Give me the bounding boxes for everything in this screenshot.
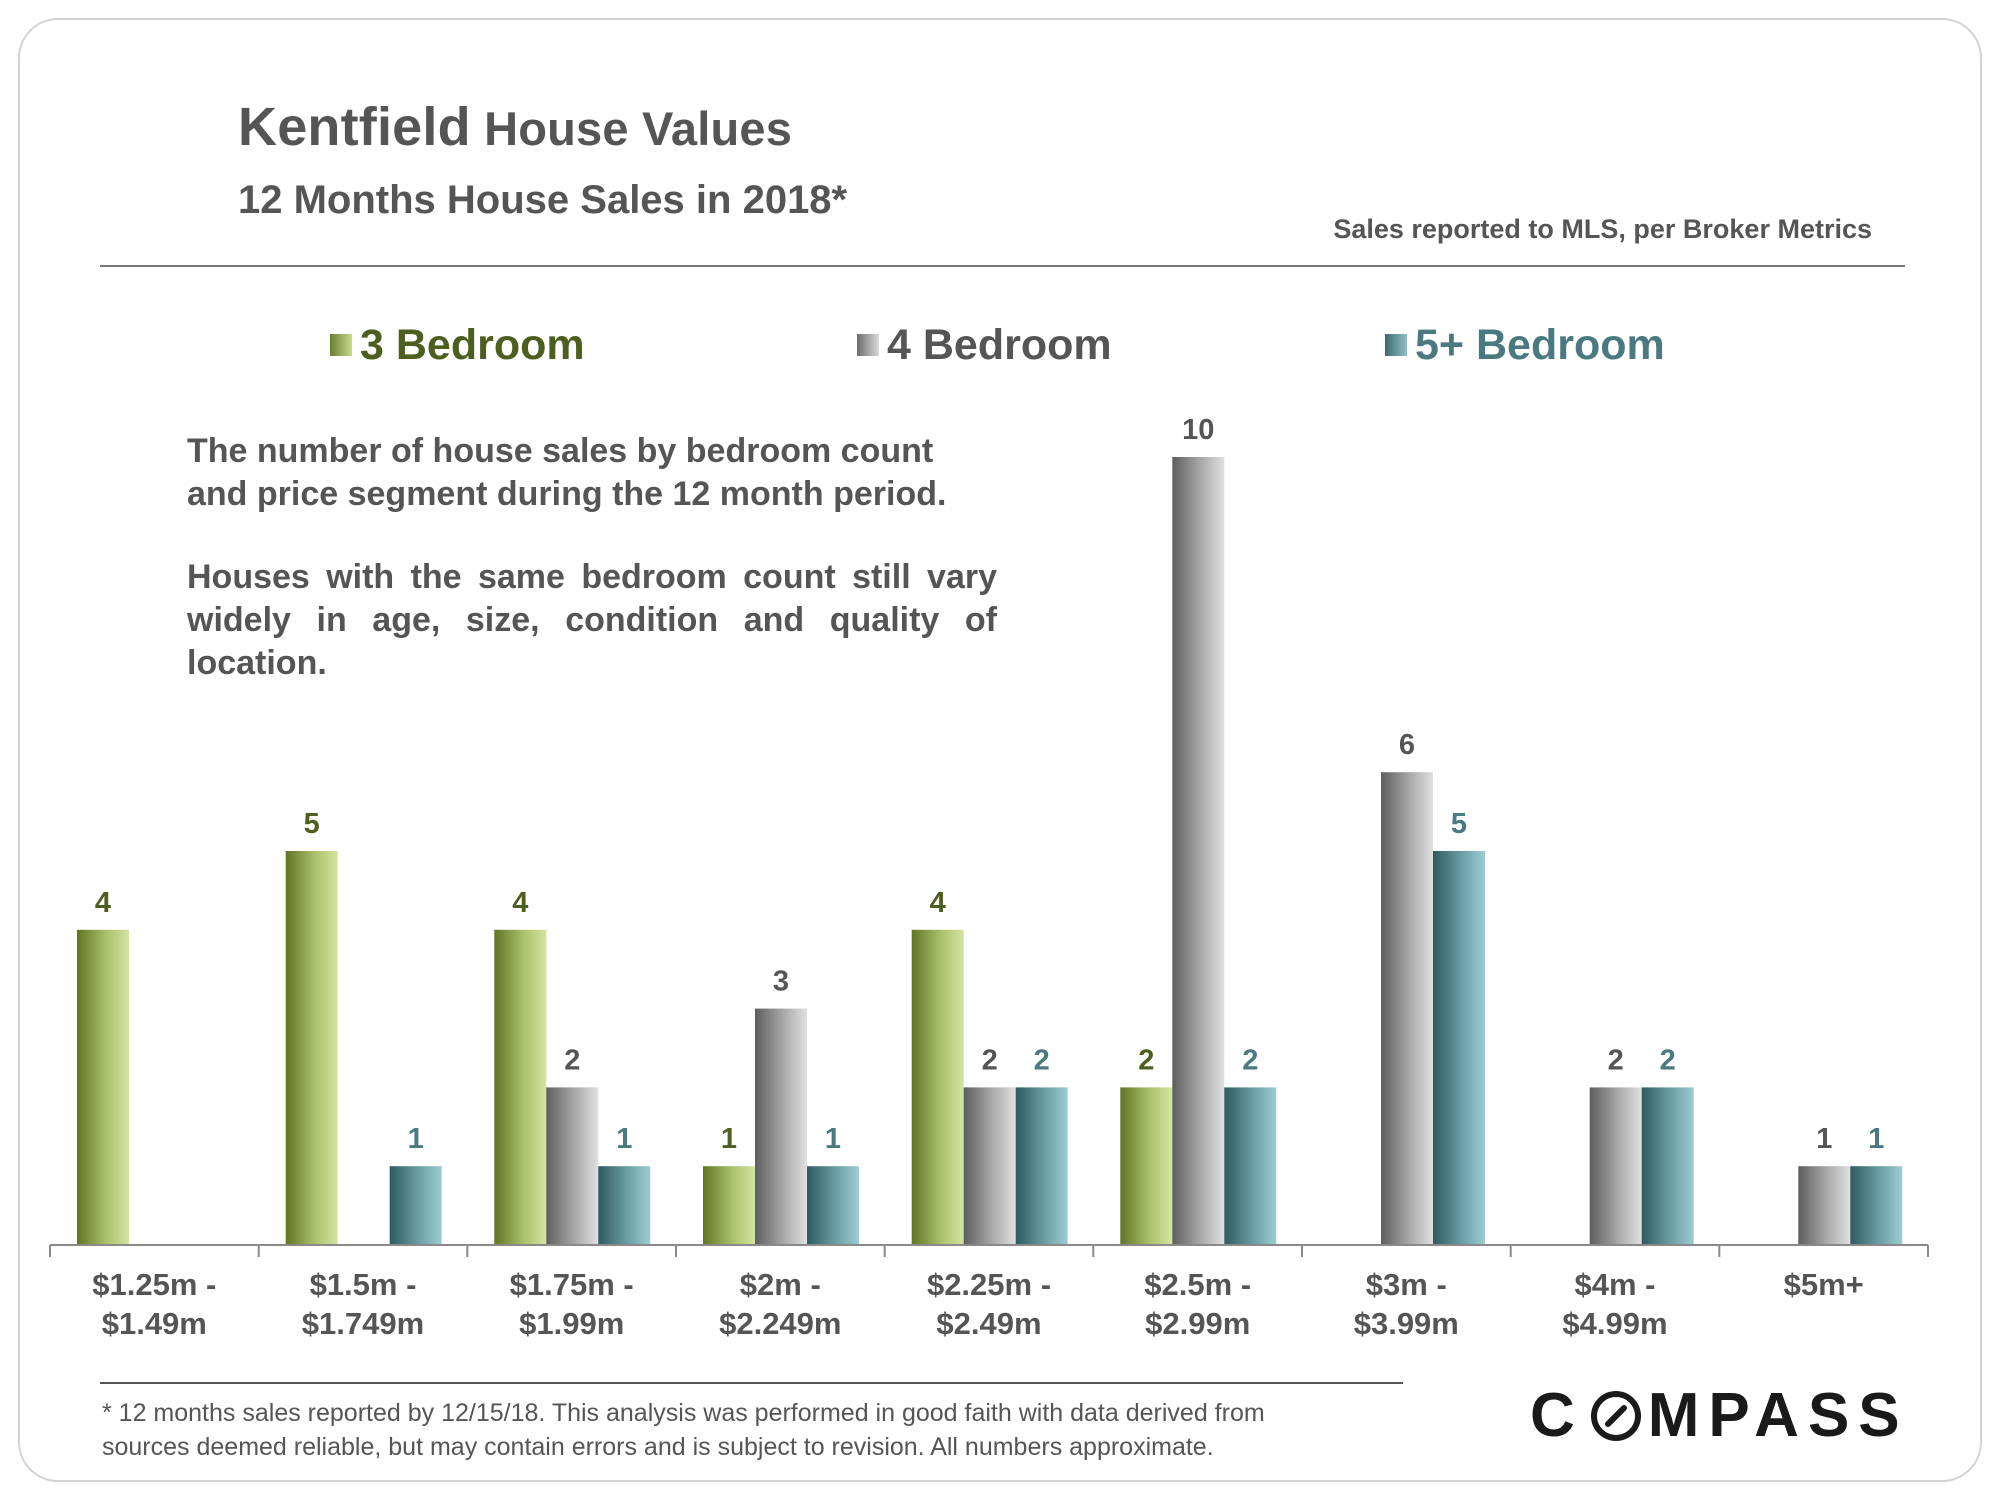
category-label-9-line-1: $5m+	[1784, 1267, 1864, 1302]
bar-5-bed-7	[1433, 851, 1485, 1245]
bar-3-bed-3	[494, 929, 547, 1245]
category-label-3-line-1: $1.75m -	[510, 1267, 634, 1302]
data-label-4-bed-7: 6	[1399, 729, 1415, 761]
category-label-2-line-2: $1.749m	[302, 1306, 424, 1341]
category-label-3-line-2: $1.99m	[519, 1306, 624, 1341]
data-label-3-bed-3: 4	[512, 887, 528, 919]
legend-label-4-bedroom: 4 Bedroom	[887, 320, 1112, 369]
category-label-7-line-1: $3m -	[1366, 1267, 1447, 1302]
header-divider	[100, 265, 1905, 267]
category-label-5-line-1: $2.25m -	[927, 1267, 1051, 1302]
bar-4-bed-4	[755, 1008, 807, 1245]
data-label-3-bed-6: 2	[1138, 1044, 1154, 1076]
data-label-5-bed-6: 2	[1242, 1044, 1258, 1076]
category-label-1-line-1: $1.25m -	[92, 1267, 216, 1302]
legend-item-5-bedroom: 5+ Bedroom	[1385, 318, 1665, 372]
legend-swatch-3-bedroom	[330, 334, 352, 356]
description-paragraph-2: Houses with the same bedroom count still…	[187, 558, 997, 682]
data-label-3-bed-5: 4	[930, 887, 946, 919]
bar-5-bed-9	[1850, 1166, 1903, 1245]
compass-o-icon	[1590, 1390, 1641, 1441]
category-label-8-line-2: $4.99m	[1562, 1306, 1667, 1341]
bar-4-bed-8	[1589, 1087, 1642, 1245]
bar-5-bed-4	[807, 1166, 859, 1245]
title-rest: House Values	[484, 102, 793, 155]
data-label-5-bed-5: 2	[1034, 1044, 1050, 1076]
data-label-3-bed-2: 5	[304, 808, 320, 840]
data-label-4-bed-9: 1	[1816, 1123, 1832, 1155]
legend-swatch-4-bedroom	[857, 334, 879, 356]
footnote-line-2: sources deemed reliable, but may contain…	[102, 1433, 1214, 1461]
data-label-5-bed-3: 1	[616, 1123, 632, 1155]
bar-4-bed-6	[1172, 457, 1225, 1245]
data-label-4-bed-4: 3	[773, 966, 789, 998]
bar-4-bed-9	[1798, 1166, 1851, 1245]
category-label-7-line-2: $3.99m	[1354, 1306, 1459, 1341]
data-label-3-bed-4: 1	[721, 1123, 737, 1155]
category-label-5-line-2: $2.49m	[936, 1306, 1041, 1341]
bar-3-bed-5	[911, 929, 964, 1245]
title-town: Kentfield	[238, 97, 471, 157]
category-label-6-line-1: $2.5m -	[1144, 1267, 1251, 1302]
data-label-3-bed-1: 4	[95, 887, 111, 919]
bar-4-bed-7	[1381, 772, 1433, 1245]
data-label-4-bed-5: 2	[982, 1044, 998, 1076]
category-label-6-line-2: $2.99m	[1145, 1306, 1250, 1341]
bar-3-bed-6	[1120, 1087, 1173, 1245]
category-label-2-line-1: $1.5m -	[310, 1267, 417, 1302]
bar-5-bed-6	[1224, 1087, 1277, 1245]
bar-5-bed-3	[598, 1166, 651, 1245]
data-label-5-bed-8: 2	[1660, 1044, 1676, 1076]
data-label-4-bed-8: 2	[1608, 1044, 1624, 1076]
legend-item-4-bedroom: 4 Bedroom	[857, 318, 1112, 372]
legend-swatch-5-bedroom	[1385, 334, 1407, 356]
category-label-4-line-1: $2m -	[740, 1267, 821, 1302]
category-label-8-line-1: $4m -	[1575, 1267, 1656, 1302]
chart-title: Kentfield House Values	[238, 96, 792, 158]
bar-5-bed-2	[389, 1166, 442, 1245]
data-label-5-bed-9: 1	[1868, 1123, 1884, 1155]
bar-4-bed-3	[546, 1087, 599, 1245]
bar-5-bed-5	[1015, 1087, 1068, 1245]
compass-logo: C MPASS	[1530, 1380, 1909, 1451]
category-label-4-line-2: $2.249m	[719, 1306, 841, 1341]
bar-5-bed-8	[1641, 1087, 1694, 1245]
logo-text-left: C	[1530, 1381, 1584, 1450]
footnote-line-1: * 12 months sales reported by 12/15/18. …	[102, 1399, 1265, 1427]
footnote: * 12 months sales reported by 12/15/18. …	[102, 1396, 1422, 1464]
source-note: Sales reported to MLS, per Broker Metric…	[1333, 214, 1872, 244]
bar-3-bed-1	[77, 929, 129, 1245]
footnote-divider	[100, 1382, 1403, 1384]
logo-text-right: MPASS	[1647, 1381, 1909, 1450]
data-label-5-bed-4: 1	[825, 1123, 841, 1155]
chart-description: The number of house sales by bedroom cou…	[187, 430, 997, 725]
data-label-5-bed-7: 5	[1451, 808, 1467, 840]
data-label-4-bed-6: 10	[1182, 414, 1214, 446]
description-paragraph-1: The number of house sales by bedroom cou…	[187, 432, 947, 513]
bar-3-bed-2	[285, 851, 338, 1245]
category-label-1-line-2: $1.49m	[102, 1306, 207, 1341]
data-label-5-bed-2: 1	[408, 1123, 424, 1155]
legend-label-3-bedroom: 3 Bedroom	[360, 320, 585, 369]
legend-item-3-bedroom: 3 Bedroom	[330, 318, 585, 372]
chart-subtitle: 12 Months House Sales in 2018*	[238, 178, 848, 222]
legend-label-5-bedroom: 5+ Bedroom	[1415, 320, 1665, 369]
bar-3-bed-4	[703, 1166, 755, 1245]
bar-4-bed-5	[963, 1087, 1016, 1245]
data-label-4-bed-3: 2	[564, 1044, 580, 1076]
